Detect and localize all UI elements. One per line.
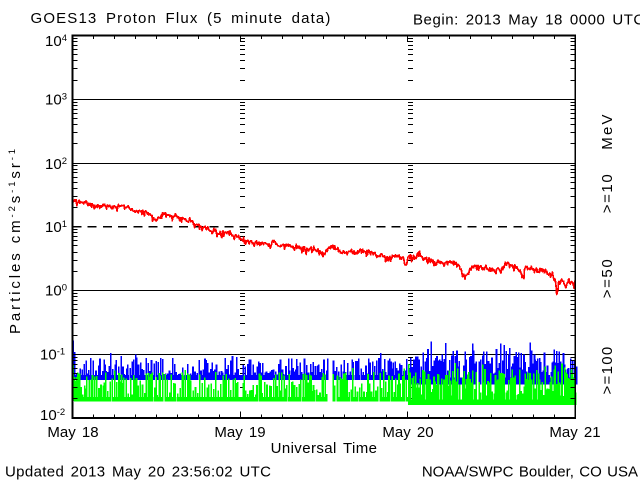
svg-text:NOAA/SWPC Boulder, CO USA: NOAA/SWPC Boulder, CO USA bbox=[422, 464, 638, 480]
svg-text:GOES13 Proton Flux (5 minute d: GOES13 Proton Flux (5 minute data) bbox=[31, 10, 332, 27]
svg-text:>=50: >=50 bbox=[599, 258, 616, 299]
svg-text:104: 104 bbox=[45, 33, 67, 50]
svg-text:Particles cm-2s-1sr-1: Particles cm-2s-1sr-1 bbox=[7, 146, 24, 334]
svg-text:Universal Time: Universal Time bbox=[271, 440, 378, 457]
svg-text:May 20: May 20 bbox=[382, 424, 433, 441]
svg-text:May 21: May 21 bbox=[549, 424, 600, 441]
svg-text:100: 100 bbox=[45, 283, 67, 300]
svg-text:MeV: MeV bbox=[599, 112, 616, 149]
svg-text:May 19: May 19 bbox=[214, 424, 265, 441]
svg-text:102: 102 bbox=[45, 156, 67, 173]
svg-text:103: 103 bbox=[45, 92, 67, 109]
svg-text:>=100: >=100 bbox=[599, 345, 616, 394]
svg-text:May 18: May 18 bbox=[47, 424, 98, 441]
svg-text:Begin: 2013 May 18 0000 UTC: Begin: 2013 May 18 0000 UTC bbox=[413, 12, 640, 29]
svg-text:101: 101 bbox=[45, 219, 67, 236]
svg-text:Updated 2013 May 20 23:56:02 U: Updated 2013 May 20 23:56:02 UTC bbox=[5, 464, 271, 480]
svg-text:>=10: >=10 bbox=[599, 173, 616, 214]
